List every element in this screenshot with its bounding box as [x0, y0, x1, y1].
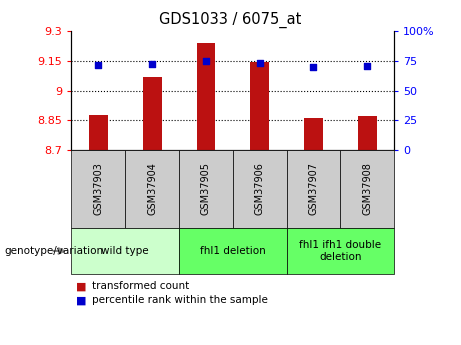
Bar — [89, 115, 108, 150]
Text: GSM37905: GSM37905 — [201, 162, 211, 215]
Text: transformed count: transformed count — [92, 282, 189, 291]
Point — [95, 62, 102, 68]
Text: GSM37903: GSM37903 — [93, 162, 103, 215]
Point — [202, 59, 210, 64]
Bar — [143, 77, 161, 150]
Point — [256, 60, 263, 65]
Text: GSM37907: GSM37907 — [308, 162, 319, 215]
Bar — [233, 150, 287, 228]
Text: GSM37908: GSM37908 — [362, 162, 372, 215]
Text: GDS1033 / 6075_at: GDS1033 / 6075_at — [160, 12, 301, 28]
Text: fhl1 ifh1 double
deletion: fhl1 ifh1 double deletion — [299, 240, 381, 262]
Bar — [125, 150, 179, 228]
Text: GSM37906: GSM37906 — [254, 162, 265, 215]
Text: genotype/variation: genotype/variation — [5, 246, 104, 256]
Text: ■: ■ — [76, 295, 87, 305]
Bar — [179, 150, 233, 228]
Point — [148, 61, 156, 67]
Bar — [196, 43, 215, 150]
Text: fhl1 deletion: fhl1 deletion — [200, 246, 266, 256]
Bar — [304, 118, 323, 150]
Text: wild type: wild type — [101, 246, 149, 256]
Text: GSM37904: GSM37904 — [147, 162, 157, 215]
Bar — [287, 228, 394, 274]
Text: ■: ■ — [76, 282, 87, 291]
Bar — [179, 228, 287, 274]
Bar — [287, 150, 340, 228]
Bar — [340, 150, 394, 228]
Text: percentile rank within the sample: percentile rank within the sample — [92, 295, 268, 305]
Point — [310, 64, 317, 70]
Bar — [71, 150, 125, 228]
Bar — [358, 116, 377, 150]
Bar — [71, 228, 179, 274]
Point — [364, 63, 371, 69]
Bar — [250, 62, 269, 150]
